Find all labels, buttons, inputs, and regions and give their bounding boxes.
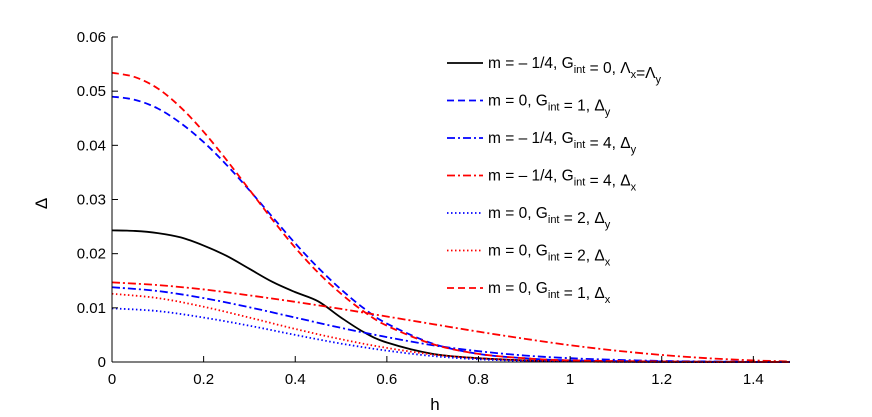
legend-label-3: m = – 1/4, Gint = 4, Δy [488, 130, 637, 156]
legend-label-4: m = – 1/4, Gint = 4, Δx [488, 168, 637, 194]
y-tick-label: 0.03 [77, 192, 106, 209]
y-tick-label: 0.05 [77, 83, 106, 100]
x-tick-label: 0.2 [193, 371, 214, 388]
x-tick-label: 0.4 [285, 371, 306, 388]
x-tick-label: 0.8 [468, 371, 489, 388]
series-line-5 [111, 307, 791, 363]
legend-label-7: m = 0, Gint = 1, Δx [488, 280, 611, 306]
y-tick-label: 0.01 [77, 300, 106, 317]
legend-label-5: m = 0, Gint = 2, Δy [488, 205, 611, 231]
series-layer [111, 71, 791, 363]
series-line-7 [111, 71, 791, 363]
x-tick-label: 1 [566, 371, 574, 388]
x-tick-label: 0.6 [376, 371, 397, 388]
y-tick-label: 0.04 [77, 137, 106, 154]
y-axis-label: Δ [32, 198, 51, 209]
legend-label-6: m = 0, Gint = 2, Δx [488, 243, 611, 269]
y-tick-label: 0.06 [77, 29, 106, 46]
series-line-4 [111, 281, 791, 363]
x-tick-label: 1.2 [651, 371, 672, 388]
series-line-2 [111, 95, 791, 363]
y-tick-label: 0 [98, 354, 106, 371]
legend-label-2: m = 0, Gint = 1, Δy [488, 93, 611, 119]
legend: m = – 1/4, Gint = 0, Λx=Λy m = 0, Gint = … [447, 55, 662, 306]
x-axis-label: h [430, 395, 439, 414]
y-tick-label: 0.02 [77, 246, 106, 263]
series-line-3 [111, 286, 791, 363]
x-tick-label: 1.4 [743, 371, 764, 388]
axes-layer: 0 0.2 0.4 0.6 0.8 1 1.2 1.4 0 0.01 0.02 0.03 0.04 0.0… [77, 29, 790, 388]
x-tick-label: 0 [108, 371, 116, 388]
legend-label-1: m = – 1/4, Gint = 0, Λx=Λy [488, 55, 662, 86]
